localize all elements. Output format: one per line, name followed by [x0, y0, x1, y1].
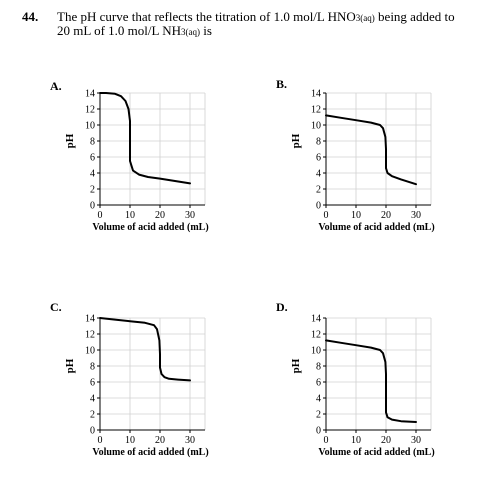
x-tick-label: 0 — [98, 435, 103, 446]
question-number: 44. — [22, 9, 39, 24]
y-tick-label: 14 — [85, 314, 95, 325]
y-tick-label: 14 — [311, 314, 321, 325]
y-tick-label: 10 — [85, 346, 95, 357]
question-text-line-2: 20 mL of 1.0 mol/L NH3(aq) is — [57, 23, 212, 39]
option-label: B. — [276, 77, 287, 91]
option-label: D. — [276, 300, 288, 314]
y-tick-label: 4 — [90, 394, 95, 405]
y-tick-label: 8 — [316, 362, 321, 373]
x-tick-label: 30 — [411, 210, 421, 221]
option-label: C. — [50, 300, 62, 314]
y-tick-label: 14 — [311, 89, 321, 100]
y-tick-label: 6 — [316, 153, 321, 164]
titration-curve — [99, 317, 191, 382]
option-label: A. — [50, 79, 62, 93]
y-tick-label: 0 — [90, 201, 95, 212]
x-tick-label: 20 — [381, 210, 391, 221]
y-tick-label: 4 — [316, 169, 321, 180]
question-text-1a: The pH curve that reflects the titration… — [57, 9, 356, 24]
x-tick-label: 20 — [155, 210, 165, 221]
x-tick-label: 30 — [185, 435, 195, 446]
y-axis-label: pH — [64, 358, 76, 373]
x-axis-label: Volume of acid added (mL) — [92, 447, 208, 458]
x-axis-label: Volume of acid added (mL) — [318, 222, 434, 233]
y-tick-label: 6 — [90, 153, 95, 164]
y-tick-label: 12 — [311, 330, 321, 341]
titration-curve — [99, 92, 191, 185]
y-tick-label: 0 — [316, 426, 321, 437]
x-tick-label: 10 — [351, 435, 361, 446]
x-tick-label: 30 — [185, 210, 195, 221]
y-tick-label: 14 — [85, 89, 95, 100]
x-tick-label: 0 — [324, 435, 329, 446]
y-tick-label: 2 — [90, 185, 95, 196]
y-axis-label: pH — [290, 133, 302, 148]
x-tick-label: 10 — [125, 210, 135, 221]
y-tick-label: 0 — [90, 426, 95, 437]
y-tick-label: 12 — [311, 105, 321, 116]
y-tick-label: 10 — [85, 121, 95, 132]
y-axis-label: pH — [64, 133, 76, 148]
y-tick-label: 6 — [316, 378, 321, 389]
question-text-2a: 20 mL of 1.0 mol/L NH — [57, 23, 181, 38]
y-tick-label: 12 — [85, 330, 95, 341]
y-tick-label: 4 — [316, 394, 321, 405]
x-tick-label: 0 — [98, 210, 103, 221]
titration-curve — [325, 339, 417, 423]
y-tick-label: 4 — [90, 169, 95, 180]
question-text-line-1: The pH curve that reflects the titration… — [57, 9, 455, 25]
x-tick-label: 20 — [155, 435, 165, 446]
y-tick-label: 8 — [90, 362, 95, 373]
question-text-1b: being added to — [374, 9, 455, 24]
y-tick-label: 10 — [311, 346, 321, 357]
question-sub-2: 3(aq) — [180, 27, 200, 37]
question-sub-1: 3(aq) — [355, 13, 375, 23]
x-tick-label: 20 — [381, 435, 391, 446]
y-tick-label: 10 — [311, 121, 321, 132]
y-tick-label: 0 — [316, 201, 321, 212]
x-axis-label: Volume of acid added (mL) — [92, 222, 208, 233]
x-tick-label: 10 — [351, 210, 361, 221]
question-text-2b: is — [199, 23, 212, 38]
y-tick-label: 2 — [316, 185, 321, 196]
y-tick-label: 12 — [85, 105, 95, 116]
x-tick-label: 30 — [411, 435, 421, 446]
y-axis-label: pH — [290, 358, 302, 373]
x-tick-label: 0 — [324, 210, 329, 221]
y-tick-label: 8 — [316, 137, 321, 148]
y-tick-label: 2 — [316, 410, 321, 421]
y-tick-label: 8 — [90, 137, 95, 148]
titration-curve — [325, 114, 417, 186]
x-tick-label: 10 — [125, 435, 135, 446]
y-tick-label: 6 — [90, 378, 95, 389]
y-tick-label: 2 — [90, 410, 95, 421]
x-axis-label: Volume of acid added (mL) — [318, 447, 434, 458]
